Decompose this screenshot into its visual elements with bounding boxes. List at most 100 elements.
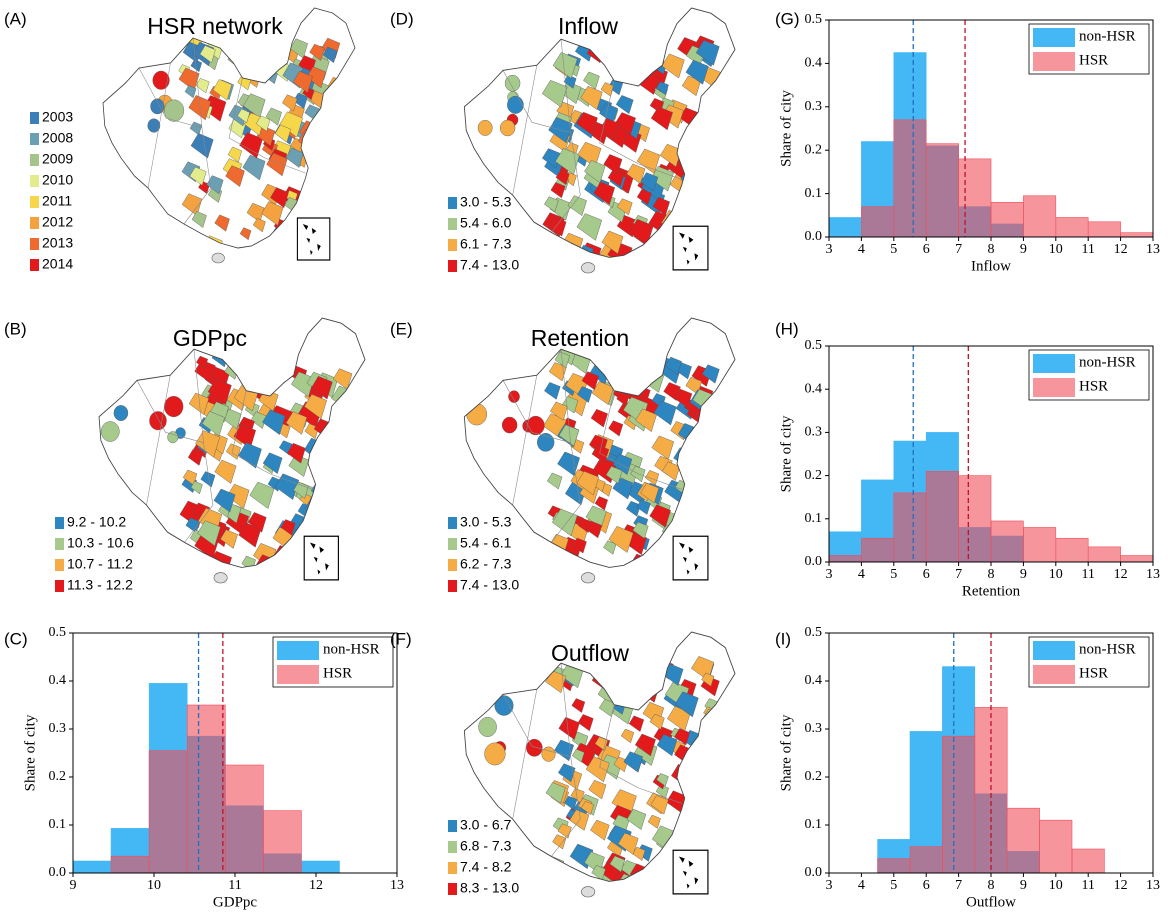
inset-frame	[672, 849, 709, 895]
legend-swatch	[30, 133, 39, 145]
legend-label: 10.7 - 11.2	[67, 556, 133, 572]
legend-swatch	[448, 197, 457, 209]
x-tick-label: 5	[890, 242, 897, 257]
legend-label: 3.0 - 5.3	[460, 194, 512, 210]
region	[262, 452, 283, 475]
legend-label: 2013	[42, 235, 73, 251]
legend-label: non-HSR	[1079, 641, 1136, 657]
region	[484, 742, 506, 766]
region	[699, 442, 724, 469]
region	[631, 683, 649, 702]
y-tick-label: 0.5	[805, 338, 823, 353]
region	[323, 496, 339, 513]
region	[242, 154, 266, 181]
region	[636, 189, 652, 206]
region	[608, 420, 624, 437]
x-tick-label: 9	[1020, 242, 1027, 257]
region	[634, 733, 656, 757]
region	[270, 187, 289, 208]
panel-label: (E)	[390, 319, 413, 338]
region	[100, 421, 120, 442]
legend-swatch	[55, 559, 64, 571]
region	[309, 43, 325, 61]
region	[590, 819, 610, 841]
legend-label: 6.1 - 7.3	[460, 236, 512, 252]
legend-swatch	[30, 196, 39, 208]
x-tick-label: 6	[923, 242, 930, 257]
x-axis-label: GDPpc	[213, 894, 258, 910]
region	[306, 66, 326, 89]
region	[635, 408, 657, 433]
region	[271, 345, 289, 365]
region	[584, 160, 606, 183]
region	[248, 37, 272, 63]
x-tick-label: 9	[1020, 878, 1027, 893]
legend-label: 10.3 - 10.6	[67, 535, 134, 551]
region	[197, 520, 221, 547]
region	[325, 431, 343, 450]
region	[303, 516, 323, 539]
region	[563, 74, 577, 89]
bar	[224, 764, 264, 874]
x-tick-label: 8	[988, 878, 995, 893]
bar	[909, 846, 943, 874]
bar	[1087, 221, 1121, 238]
region	[695, 40, 720, 66]
region	[705, 451, 719, 467]
x-tick-label: 10	[1049, 878, 1063, 893]
bar	[958, 158, 992, 238]
bar	[1006, 807, 1040, 874]
region	[701, 364, 720, 384]
region	[189, 166, 207, 186]
region	[546, 472, 563, 490]
y-axis-label: Share of city	[22, 714, 38, 791]
island	[581, 886, 596, 898]
region	[541, 746, 556, 762]
bar	[990, 520, 1024, 563]
region	[293, 481, 309, 499]
x-tick-label: 11	[1081, 567, 1094, 582]
region	[507, 95, 524, 114]
y-tick-label: 0.1	[805, 186, 823, 201]
region	[332, 368, 353, 390]
legend-label: 2010	[42, 172, 73, 188]
bar	[1039, 819, 1073, 874]
region	[563, 795, 578, 811]
region	[615, 359, 637, 383]
region	[184, 85, 197, 99]
map-title: Retention	[531, 325, 629, 351]
legend-swatch	[448, 820, 457, 832]
legend-label: 5.4 - 6.1	[460, 535, 512, 551]
y-tick-label: 0.2	[805, 142, 823, 157]
x-tick-label: 13	[1146, 878, 1160, 893]
region	[656, 81, 669, 96]
region	[634, 351, 660, 378]
bar	[925, 143, 959, 238]
region	[586, 520, 602, 539]
region	[227, 146, 242, 163]
region	[226, 483, 250, 509]
region	[328, 476, 341, 490]
legend-swatch	[448, 517, 457, 529]
region	[256, 115, 271, 132]
panel-label: (C)	[4, 629, 28, 648]
region	[626, 808, 647, 830]
y-tick-label: 0.3	[49, 721, 67, 736]
region	[636, 148, 661, 174]
legend-swatch	[30, 112, 39, 124]
region	[282, 94, 298, 112]
legend-swatch	[448, 218, 457, 230]
bar	[942, 735, 976, 874]
region	[696, 185, 715, 205]
region	[550, 401, 568, 421]
region	[191, 211, 207, 228]
region	[149, 411, 167, 431]
region	[660, 548, 675, 564]
inset-frame	[303, 535, 339, 581]
region	[607, 78, 624, 96]
legend-label: 3.0 - 5.3	[460, 514, 512, 530]
region	[572, 537, 587, 554]
region	[554, 561, 574, 568]
bar	[1023, 195, 1057, 238]
bar	[1087, 546, 1121, 563]
